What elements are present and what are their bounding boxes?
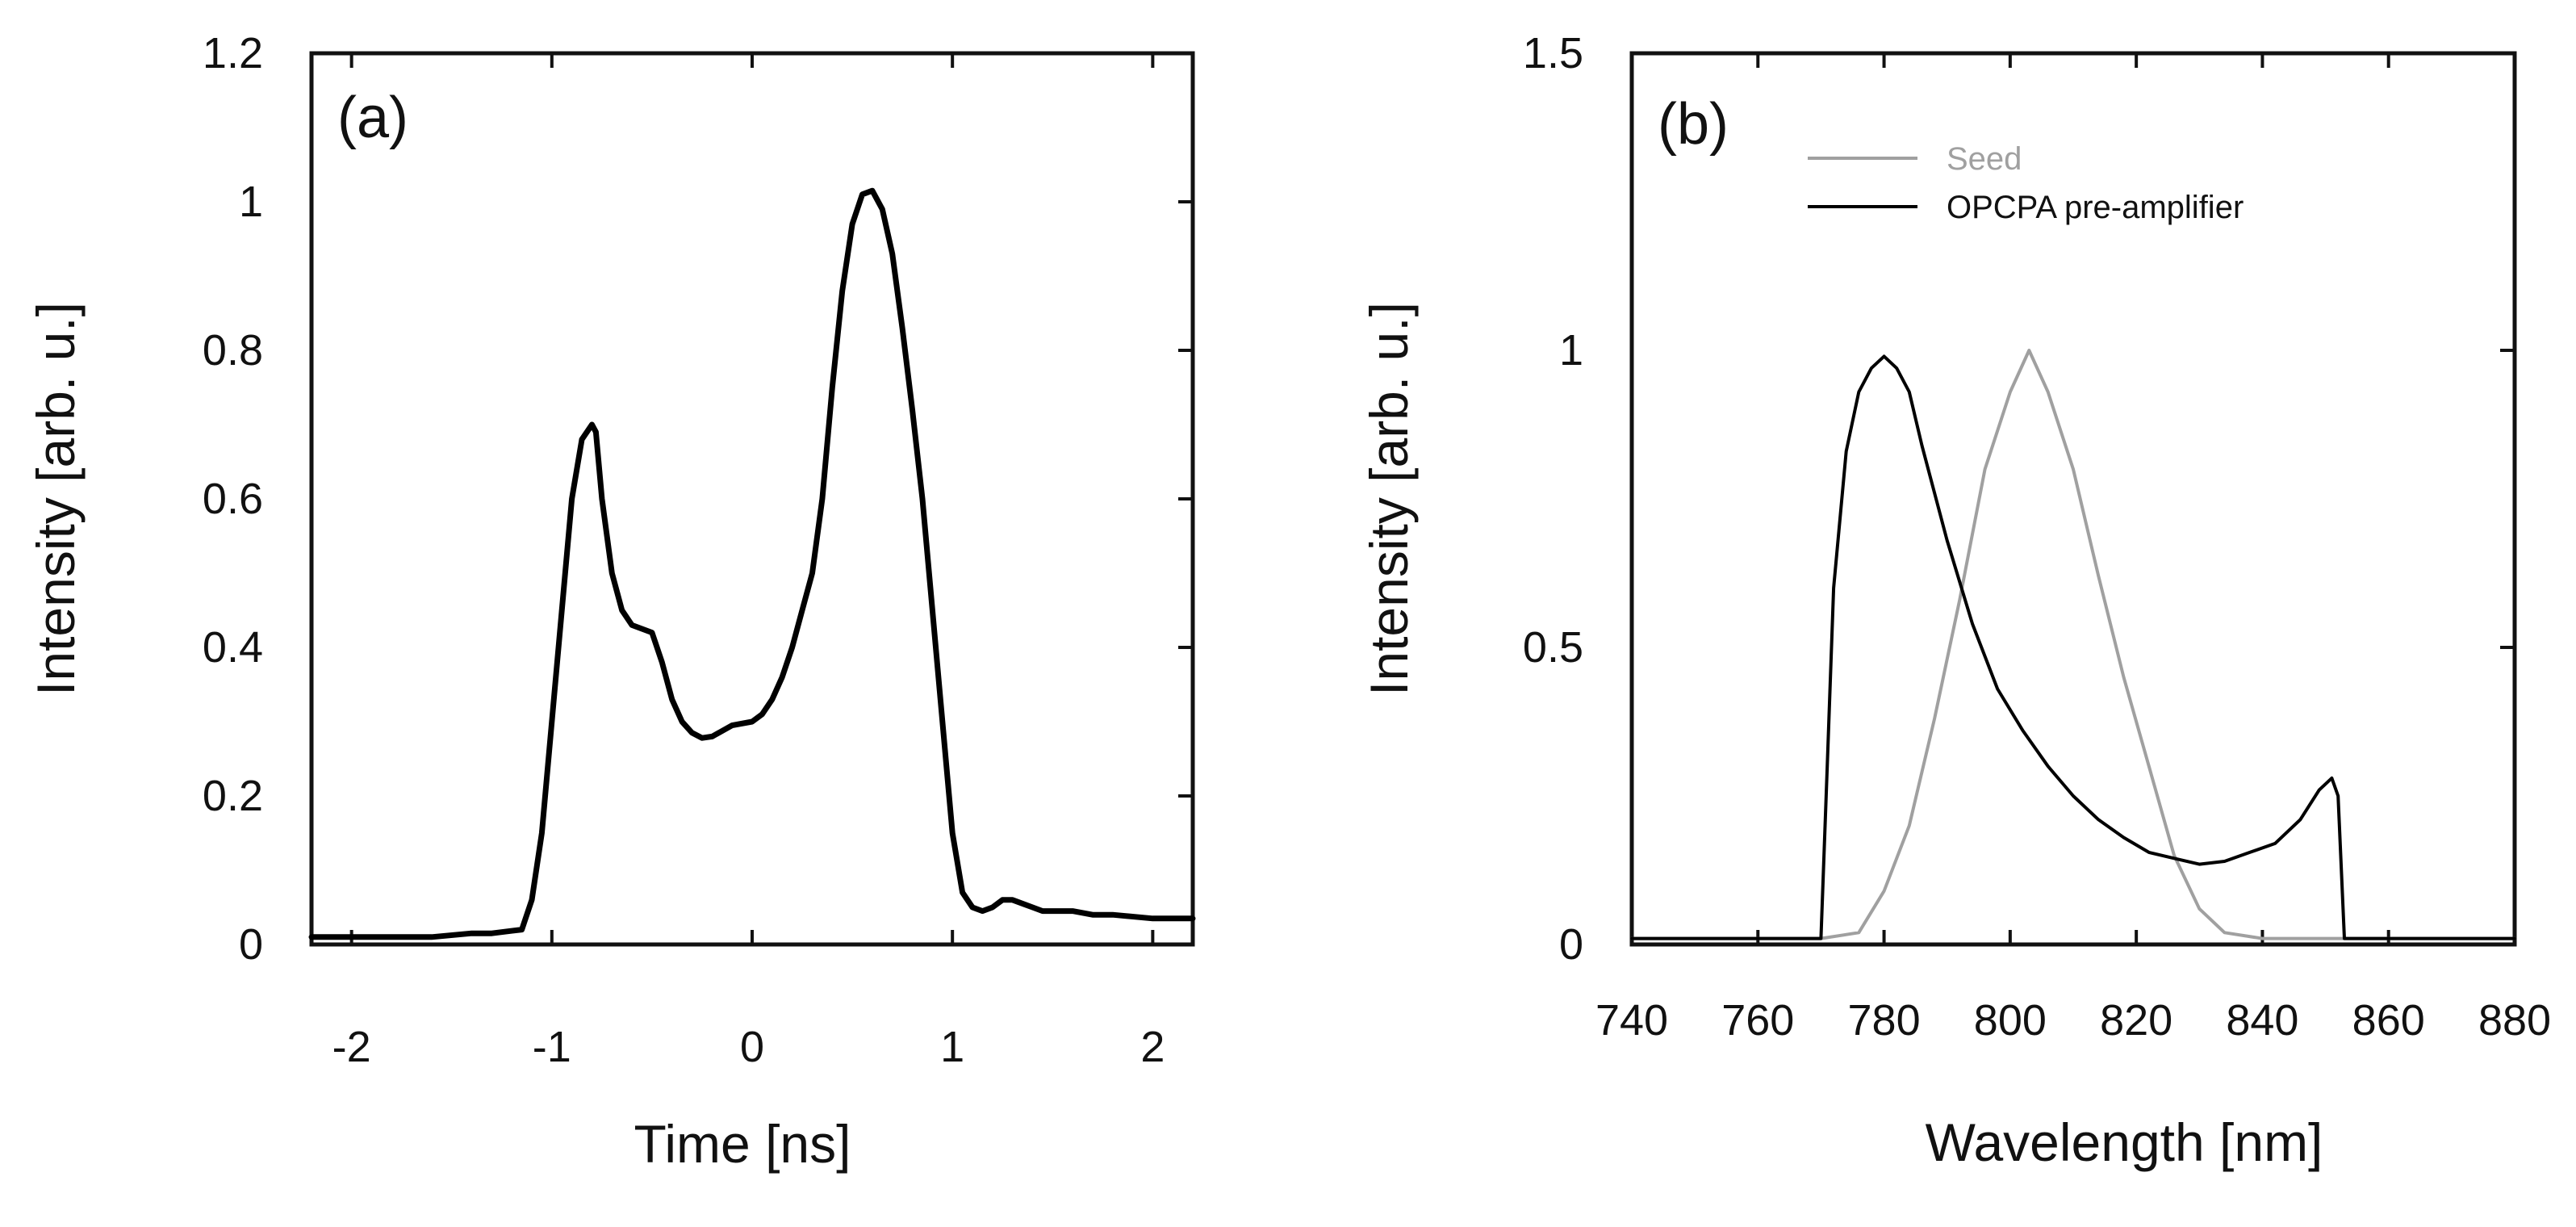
panel-b-x-ticks: 740 760 780 800 820 840 860 880	[1595, 53, 2551, 1045]
panel-b-x-tick-label: 760	[1721, 996, 1794, 1045]
panel-b-label: (b)	[1658, 92, 1729, 157]
panel-b-x-tick-label: 820	[2100, 996, 2172, 1045]
panel-b-series-line-0	[1630, 349, 2516, 940]
panel-a-y-tick-label: 0	[239, 920, 263, 969]
panel-b-y-axis-title: Intensity [arb. u.]	[1359, 302, 1419, 696]
legend-label-seed: Seed	[1947, 141, 2022, 177]
panel-a-y-tick-label: 0.6	[203, 475, 263, 523]
panel-b-x-tick-label: 780	[1848, 996, 1921, 1045]
panel-a-x-tick-label: 2	[1140, 1023, 1165, 1071]
panel-b-x-tick-label: 800	[1974, 996, 2047, 1045]
panel-a-y-tick-label: 0.8	[203, 326, 263, 375]
panel-b-y-ticks: 0 0.5 1 1.5	[1523, 29, 2515, 969]
panel-a-x-tick-label: 1	[940, 1023, 964, 1071]
panel-a-y-tick-label: 0.2	[203, 772, 263, 820]
panel-b-plot-frame	[1629, 51, 2517, 947]
panel-b-y-tick-label: 1	[1559, 326, 1583, 375]
legend-label-opcpa: OPCPA pre-amplifier	[1947, 190, 2244, 225]
panel-a-y-ticks: 0 0.2 0.4 0.6 0.8 1 1.2	[203, 29, 1193, 969]
panel-a-y-tick-label: 1	[239, 178, 263, 226]
panel-b-x-tick-label: 740	[1595, 996, 1668, 1045]
panel-b-x-tick-label: 860	[2352, 996, 2425, 1045]
panel-b-series-line-1	[1630, 354, 2516, 940]
panel-a-x-tick-label: 0	[740, 1023, 764, 1071]
panel-a-x-tick-label: -1	[533, 1023, 571, 1071]
panel-a-series	[308, 187, 1196, 940]
panel-a-y-axis-title: Intensity [arb. u.]	[26, 302, 86, 696]
panel-b: 0 0.5 1 1.5 740 760 780 800 820 840 860 880 (b) Wa…	[1359, 29, 2551, 1172]
panel-b-x-tick-label: 880	[2478, 996, 2551, 1045]
panel-a-x-tick-label: -2	[332, 1023, 371, 1071]
panel-b-y-tick-label: 1.5	[1523, 29, 1583, 77]
panel-a-series-line-0	[308, 187, 1196, 940]
panel-a-label: (a)	[337, 86, 408, 150]
panel-a-x-ticks: -2 -1 0 1 2	[332, 53, 1165, 1071]
panel-a: 00.20.40.60.811.2 -2 -1 0 1 2 (a) Time [ns] …	[26, 29, 1196, 1174]
panel-b-x-tick-label: 840	[2226, 996, 2298, 1045]
panel-b-y-tick-label: 0.5	[1523, 623, 1583, 672]
panel-a-y-tick-label: 1.2	[203, 29, 263, 77]
panel-b-x-axis-title: Wavelength [nm]	[1926, 1112, 2323, 1172]
panel-a-y-tick-label: 0.4	[203, 623, 263, 672]
panel-b-y-tick-label: 0	[1559, 920, 1583, 969]
panel-b-legend: Seed OPCPA pre-amplifier	[1808, 141, 2244, 225]
panel-a-x-axis-title: Time [ns]	[634, 1114, 851, 1174]
panel-b-series	[1630, 349, 2516, 940]
